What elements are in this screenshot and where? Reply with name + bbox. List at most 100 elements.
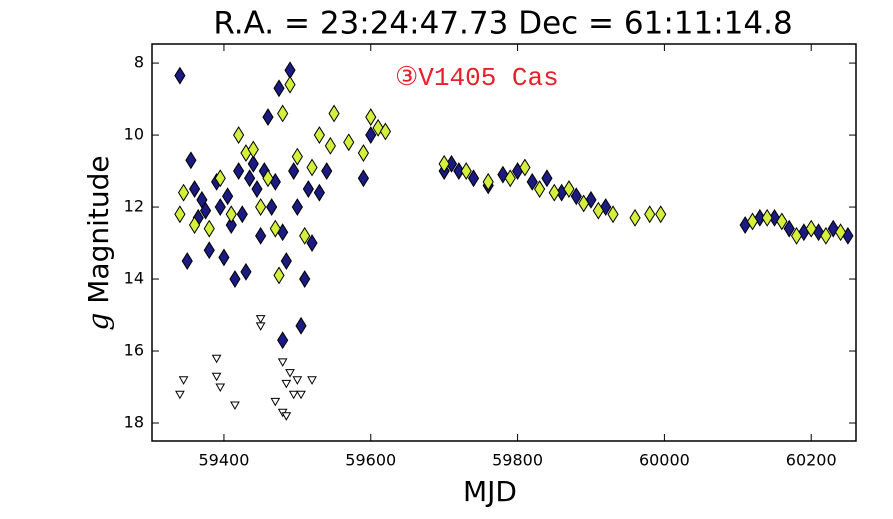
x-tick-label: 60000 [639, 451, 690, 470]
data-point [269, 219, 281, 238]
x-tick-label: 59800 [492, 451, 543, 470]
data-point [761, 208, 773, 227]
annotation: ③V1405 Cas [395, 63, 559, 93]
data-point [233, 162, 245, 180]
data-point [262, 108, 274, 127]
data-point [357, 169, 370, 188]
data-point [288, 162, 300, 180]
data-point [313, 126, 325, 145]
data-point [570, 187, 582, 206]
data-point [655, 205, 667, 224]
data-point [247, 154, 259, 173]
data-point [230, 401, 240, 411]
data-point [834, 223, 847, 242]
data-point [218, 248, 230, 267]
data-point [288, 390, 299, 400]
data-point [251, 180, 263, 198]
data-point [233, 126, 245, 145]
data-point [541, 169, 553, 188]
data-point [273, 266, 285, 285]
y-tick-label: 18 [124, 413, 144, 432]
data-point [365, 126, 377, 145]
data-point [644, 205, 656, 224]
data-point [324, 136, 336, 155]
data-point [277, 104, 289, 123]
data-point [188, 180, 201, 198]
data-point [578, 194, 590, 213]
x-tick-label: 59400 [198, 451, 249, 470]
data-point [285, 369, 295, 378]
data-point [291, 198, 303, 216]
data-point [321, 162, 333, 180]
data-point [211, 372, 222, 382]
data-point [280, 252, 292, 270]
y-tick-label: 14 [124, 269, 144, 288]
data-point [175, 390, 185, 400]
data-point [203, 219, 215, 238]
data-point [229, 270, 241, 288]
data-point [519, 158, 531, 177]
data-point [255, 322, 266, 331]
data-point [307, 376, 317, 385]
data-point [453, 162, 465, 180]
data-point [292, 376, 303, 385]
data-point [273, 79, 285, 98]
data-point [255, 315, 266, 324]
x-tick-label: 59600 [345, 451, 396, 470]
data-point [592, 201, 604, 220]
data-point [776, 212, 788, 231]
data-point [607, 205, 619, 224]
data-point [357, 144, 370, 163]
y-tick-label: 12 [124, 197, 144, 216]
chart-title: R.A. = 23:24:47.73 Dec = 61:11:14.8 [213, 6, 792, 42]
data-point [255, 226, 267, 245]
data-point [504, 169, 516, 188]
data-point [302, 180, 314, 198]
x-axis-label: MJD [463, 475, 517, 508]
data-point [174, 205, 186, 224]
data-point [255, 198, 267, 216]
data-point [783, 219, 795, 238]
data-point [299, 226, 311, 245]
data-point [222, 187, 234, 206]
data-point [526, 172, 538, 191]
data-point [211, 354, 222, 364]
data-point [236, 205, 248, 224]
data-point [281, 379, 292, 389]
data-point [203, 241, 215, 260]
data-point [214, 169, 226, 188]
y-axis-label-text: Magnitude [82, 155, 115, 303]
data-point [262, 169, 274, 188]
data-point [299, 270, 311, 288]
data-point [296, 390, 306, 400]
data-point [270, 397, 281, 407]
data-point [313, 183, 325, 202]
data-point [277, 331, 289, 350]
y-axis-label-italic: g [82, 313, 115, 331]
data-point [343, 133, 355, 152]
data-point [225, 205, 237, 224]
data-point [214, 198, 226, 216]
data-point [365, 108, 377, 127]
x-tick-label: 60200 [786, 451, 837, 470]
data-point [438, 154, 450, 173]
data-point [534, 180, 546, 198]
data-point [177, 183, 190, 202]
y-tick-label: 16 [124, 341, 144, 360]
data-point [295, 316, 307, 335]
data-point [563, 180, 575, 198]
data-point [467, 169, 480, 188]
data-point [746, 212, 759, 231]
data-point [266, 198, 278, 216]
data-point [281, 412, 292, 421]
data-point [291, 147, 303, 166]
data-point [379, 122, 392, 141]
data-point [225, 216, 237, 234]
data-point [820, 226, 832, 245]
data-point [445, 154, 458, 173]
data-point [174, 66, 186, 85]
data-point [185, 151, 197, 170]
data-point [215, 383, 226, 393]
data-point [277, 358, 288, 367]
data-point [178, 376, 189, 385]
